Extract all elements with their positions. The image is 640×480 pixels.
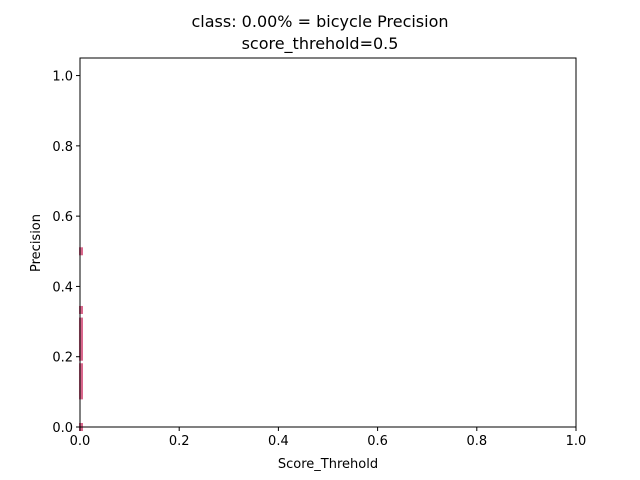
data-point <box>78 352 83 361</box>
x-tick-label: 1.0 <box>566 434 587 449</box>
x-axis: 0.0 0.2 0.4 0.6 0.8 1.0 <box>70 427 587 449</box>
y-tick-label: 0.0 <box>52 421 73 436</box>
x-tick-label: 0.4 <box>268 434 289 449</box>
chart-title: class: 0.00% = bicycle Precision <box>191 12 449 31</box>
x-tick-label: 0.0 <box>70 434 91 449</box>
plot-background <box>80 58 576 427</box>
plot-frame <box>79 57 577 428</box>
chart-subtitle: score_threhold=0.5 <box>241 34 399 53</box>
x-axis-label: Score_Threhold <box>278 457 378 472</box>
y-axis-label: Precision <box>29 214 44 272</box>
y-tick-label: 1.0 <box>52 70 73 85</box>
x-tick-label: 0.6 <box>367 434 388 449</box>
x-tick-label: 0.8 <box>466 434 487 449</box>
y-axis: 0.0 0.2 0.4 0.6 0.8 1.0 <box>52 70 80 436</box>
series-points <box>78 247 83 431</box>
data-point <box>78 247 83 256</box>
x-tick-label: 0.2 <box>169 434 190 449</box>
data-point <box>78 340 83 349</box>
y-tick-label: 0.8 <box>52 140 73 155</box>
y-tick-label: 0.2 <box>52 351 73 366</box>
y-tick-label: 0.6 <box>52 210 73 225</box>
y-tick-label: 0.4 <box>52 280 73 295</box>
data-point <box>78 391 83 400</box>
data-point <box>78 305 83 314</box>
